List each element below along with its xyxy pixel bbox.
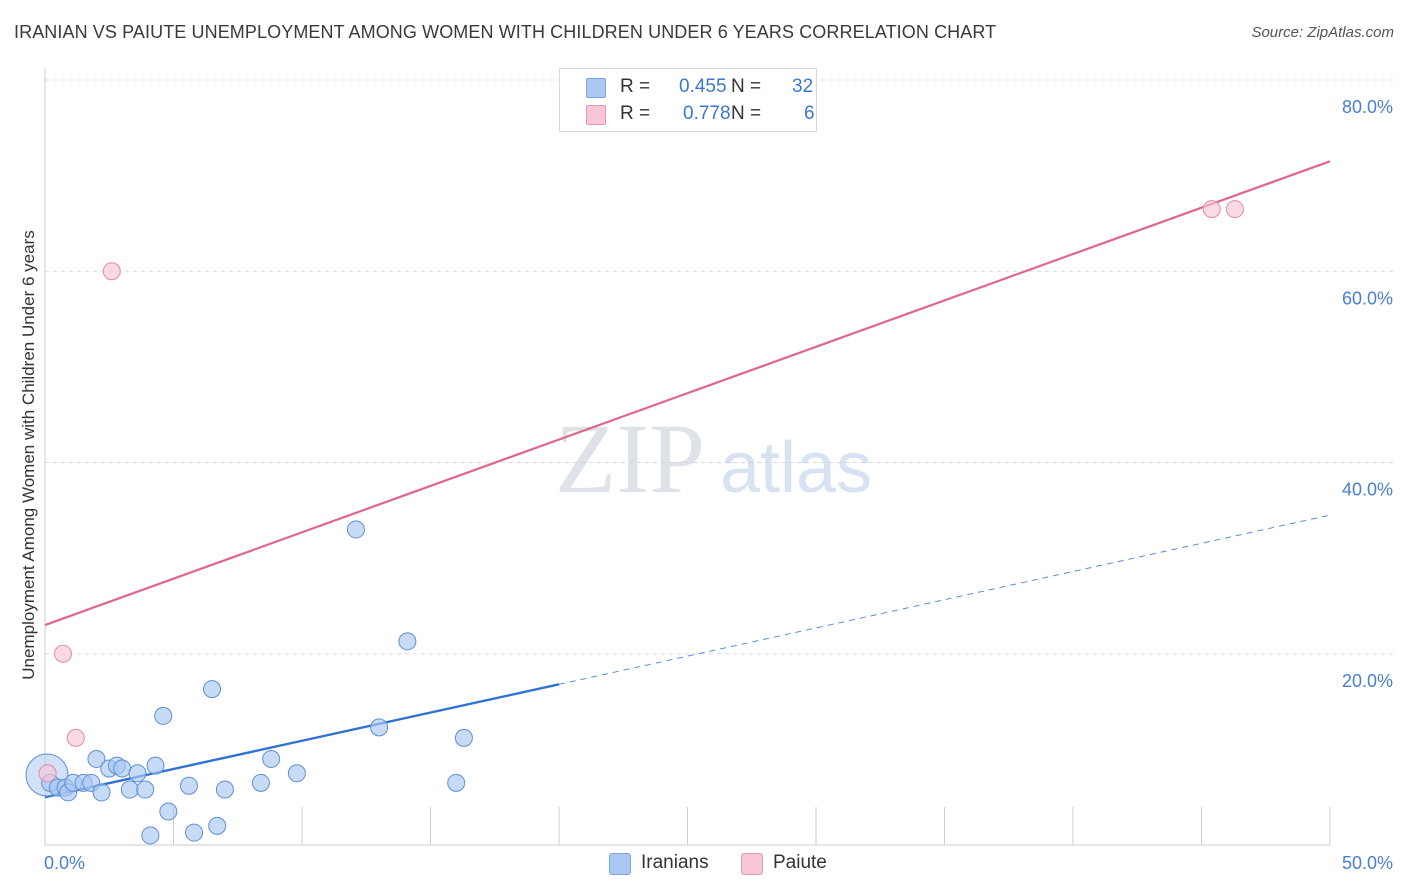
data-point-iranians xyxy=(346,520,365,539)
data-point-iranians xyxy=(120,780,139,799)
data-point-iranians xyxy=(159,802,178,821)
legend-r-value: 0.778 xyxy=(683,103,731,124)
trend-line-paiute xyxy=(44,160,1331,627)
y-tick-label: 20.0% xyxy=(1342,671,1393,691)
data-point-iranians xyxy=(141,826,160,845)
data-point-paiute xyxy=(102,262,121,281)
y-tick-label: 40.0% xyxy=(1342,480,1393,500)
watermark: ZIP atlas xyxy=(555,403,872,514)
legend-r-value: 0.455 xyxy=(679,76,727,97)
data-point-paiute xyxy=(38,764,57,783)
data-point-iranians xyxy=(208,816,227,835)
legend-r-label: R = xyxy=(620,76,651,97)
data-point-paiute xyxy=(66,728,85,747)
data-point-iranians xyxy=(215,780,234,799)
y-axis-label: Unemployment Among Women with Children U… xyxy=(19,230,38,679)
data-point-iranians xyxy=(262,749,281,768)
x-tick-label: 0.0% xyxy=(44,853,85,873)
x-tick-label: 50.0% xyxy=(1342,853,1393,873)
data-point-iranians xyxy=(398,632,417,651)
data-point-paiute xyxy=(53,644,72,663)
data-point-iranians xyxy=(136,780,155,799)
data-point-iranians xyxy=(92,783,111,802)
legend-n-label: N = xyxy=(731,103,762,124)
data-point-iranians xyxy=(128,764,147,783)
data-point-iranians xyxy=(87,749,106,768)
data-point-iranians xyxy=(287,764,306,783)
legend: R = 0.455 N = 32 R = 0.778 N = 6 xyxy=(559,68,817,132)
watermark-zip: ZIP xyxy=(555,403,705,514)
data-point-iranians xyxy=(154,706,173,725)
bottom-legend-swatch-iranians xyxy=(609,853,631,875)
bottom-legend-label-iranians: Iranians xyxy=(641,852,709,873)
data-point-iranians xyxy=(251,773,270,792)
legend-swatch-paiute xyxy=(586,105,606,125)
source-credit: Source: ZipAtlas.com xyxy=(1251,24,1394,41)
data-point-iranians xyxy=(146,756,165,775)
legend-n-label: N = xyxy=(731,76,762,97)
chart-title: IRANIAN VS PAIUTE UNEMPLOYMENT AMONG WOM… xyxy=(14,22,997,42)
watermark-atlas: atlas xyxy=(720,428,872,508)
data-point-iranians xyxy=(370,718,389,737)
tick-labels: 20.0% 40.0% 60.0% 80.0% 0.0% 50.0% xyxy=(44,97,1393,873)
y-tick-label: 60.0% xyxy=(1342,288,1393,308)
data-point-iranians xyxy=(447,773,466,792)
bottom-legend-swatch-paiute xyxy=(741,853,763,875)
y-tick-label: 80.0% xyxy=(1342,97,1393,117)
data-points xyxy=(25,200,1244,845)
data-point-paiute xyxy=(1225,200,1244,219)
grid-lines xyxy=(45,79,1393,655)
data-point-iranians xyxy=(113,759,132,778)
trend-line-iranians-extension xyxy=(558,514,1331,685)
data-point-iranians xyxy=(185,823,204,842)
legend-swatch-iranians xyxy=(586,78,606,98)
data-point-iranians xyxy=(179,776,198,795)
axes xyxy=(44,68,1331,846)
data-point-iranians xyxy=(454,728,473,747)
data-point-paiute xyxy=(1202,200,1221,219)
legend-n-value: 6 xyxy=(804,103,815,124)
legend-r-label: R = xyxy=(620,103,651,124)
legend-n-value: 32 xyxy=(792,76,814,97)
bottom-legend-label-paiute: Paiute xyxy=(773,852,827,873)
data-point-iranians xyxy=(203,680,222,699)
